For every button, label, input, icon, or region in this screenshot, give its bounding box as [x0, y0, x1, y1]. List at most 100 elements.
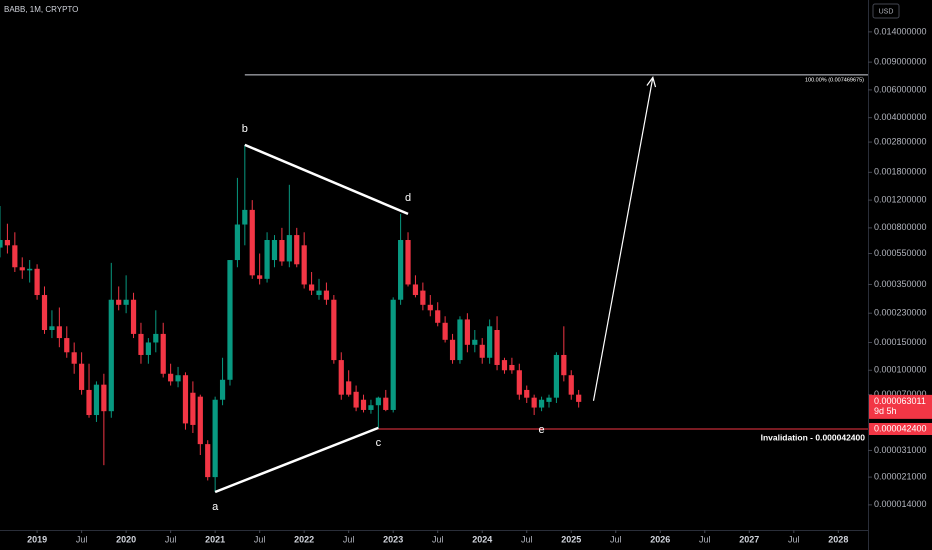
candle-body [27, 268, 33, 271]
candle-body [4, 240, 11, 246]
projection-arrow [592, 77, 654, 401]
y-tick-label: 0.000550000 [874, 248, 927, 258]
x-tick-label: Jul [610, 534, 622, 544]
pattern-label: d [405, 192, 411, 204]
candle-body [442, 322, 448, 340]
candle-body [464, 319, 470, 345]
x-tick-label: 2019 [27, 534, 47, 544]
last-price-box [869, 394, 932, 419]
x-tick-label: Jul [788, 534, 800, 544]
bar-countdown: 9d 5h [874, 406, 897, 416]
candle-body [308, 284, 315, 291]
candle-body [101, 384, 107, 412]
invalidation-text: Invalidation - 0.000042400 [761, 432, 866, 442]
candle-body [294, 235, 300, 265]
candle-body [249, 209, 255, 276]
candle-body [487, 326, 493, 358]
candle-body [576, 394, 582, 402]
y-tick-label: 0.000350000 [874, 279, 927, 289]
y-tick-label: 0.000021000 [874, 471, 927, 481]
candle-body [271, 240, 278, 261]
candle-body [130, 299, 137, 334]
candle-body [12, 245, 18, 268]
y-tick-label: 0.002800000 [874, 136, 927, 146]
x-tick-label: Jul [343, 534, 355, 544]
y-tick-label: 0.000100000 [874, 365, 927, 375]
candle-body [524, 389, 530, 398]
x-tick-label: 2027 [739, 534, 759, 544]
candle-body [316, 290, 322, 296]
candle-body [34, 268, 40, 296]
candle-body [257, 275, 263, 279]
candle-body [531, 397, 537, 408]
y-tick-label: 0.000230000 [874, 308, 927, 318]
candle-body [479, 344, 485, 358]
y-tick-label: 0.004000000 [874, 112, 927, 122]
y-tick-label: 0.000031000 [874, 445, 927, 455]
candle-body [264, 240, 270, 279]
candle-body [538, 399, 545, 408]
candle-body [561, 354, 567, 376]
y-tick-label: 0.014000000 [874, 26, 927, 36]
candle-body [449, 339, 456, 361]
candle-body [390, 299, 396, 410]
currency[interactable]: USD [879, 8, 894, 15]
candle-body [323, 290, 330, 300]
candle-body [86, 389, 92, 416]
candle-body [138, 333, 144, 355]
candle-body [227, 260, 233, 380]
candle-body [457, 319, 463, 361]
candle-body [398, 240, 404, 300]
candle-body [93, 384, 100, 416]
candle-body [116, 299, 122, 305]
candle-body [420, 290, 426, 305]
trendline [244, 143, 409, 216]
x-tick-label: Jul [699, 534, 711, 544]
x-tick-label: 2023 [383, 534, 403, 544]
candle-body [242, 209, 248, 225]
y-tick-label: 0.000150000 [874, 337, 927, 347]
candle-body [435, 310, 441, 323]
candle-body [219, 379, 226, 400]
candle-body [123, 299, 129, 305]
currency-box[interactable] [872, 3, 900, 19]
candle-body [56, 326, 62, 339]
pattern-label: a [212, 501, 219, 513]
symbol-title: BABB, 1M, CRYPTO [4, 5, 78, 14]
x-tick-label: 2025 [561, 534, 581, 544]
candle-body [383, 397, 389, 410]
candle-body [472, 339, 478, 345]
candle-body [153, 333, 159, 343]
candle-body [301, 245, 307, 285]
candle-body [568, 375, 574, 395]
x-tick-label: 2026 [650, 534, 670, 544]
y-tick-label: 0.009000000 [874, 57, 927, 67]
candle-body [205, 444, 211, 478]
candle-body [182, 375, 189, 424]
candle-body [64, 338, 70, 353]
candle-body [190, 392, 196, 425]
candle-body [427, 304, 433, 311]
candle-body [41, 295, 48, 331]
candle-body [175, 375, 181, 382]
arrow-head [646, 76, 657, 88]
pattern-label: b [242, 123, 248, 135]
candle-body [108, 299, 114, 412]
candle-body [197, 396, 203, 445]
candle-body [49, 326, 55, 331]
candle-body [553, 354, 560, 398]
pattern-label: e [539, 424, 545, 436]
candle-body [501, 360, 508, 371]
x-tick-label: 2028 [828, 534, 848, 544]
candle-body [19, 267, 25, 271]
candle-body [494, 330, 500, 365]
candle-body [168, 373, 174, 382]
candle-body [212, 399, 218, 478]
x-tick-label: Jul [521, 534, 533, 544]
x-tick-label: 2024 [472, 534, 492, 544]
candle-body [0, 240, 3, 248]
candle-body [286, 235, 292, 262]
